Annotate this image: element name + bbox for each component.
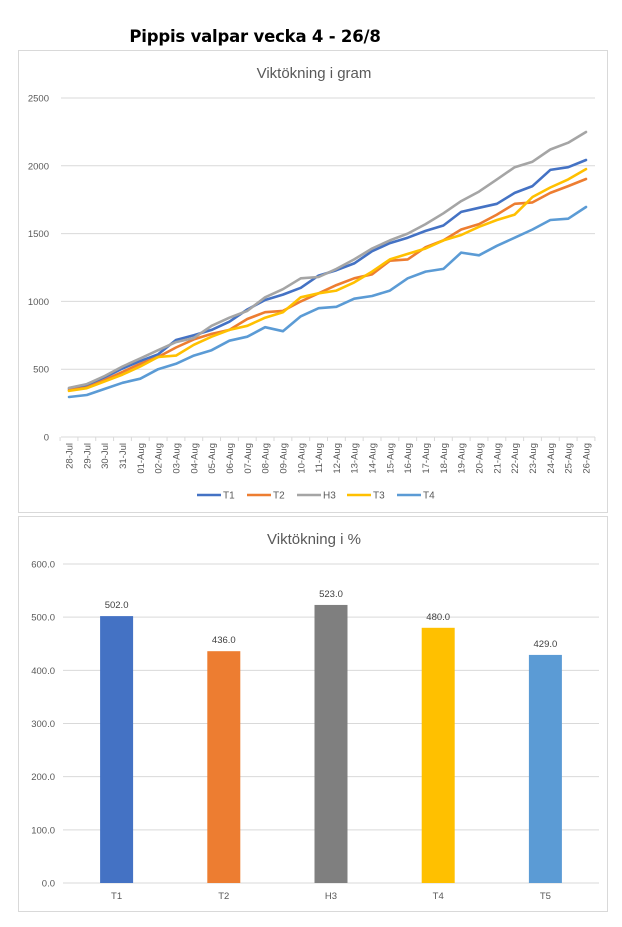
x-tick-label: 07-Aug <box>243 443 254 474</box>
y-tick-label: 600.0 <box>31 560 55 571</box>
y-tick-label: 400.0 <box>31 666 55 677</box>
x-tick-label: 24-Aug <box>546 443 557 474</box>
series-line-t4 <box>67 205 588 399</box>
page-title: Pippis valpar vecka 4 - 26/8 <box>129 27 381 46</box>
y-tick-label: 200.0 <box>31 772 55 783</box>
legend-item-h3: H3 <box>297 491 336 502</box>
x-tick-label: 13-Aug <box>350 443 361 474</box>
legend-item-t1: T1 <box>197 491 235 502</box>
bar-t5 <box>528 654 562 883</box>
x-tick-label: 15-Aug <box>385 443 396 474</box>
line-chart-weight-gain-grams: Viktökning i gram 0 500 1000 1500 2000 2500 2… <box>18 50 608 513</box>
bar-chart-title: Viktökning i % <box>267 531 361 548</box>
y-tick-label: 1000 <box>28 297 49 308</box>
series-line-h3 <box>67 130 588 390</box>
bar-t1 <box>100 616 134 883</box>
x-tick-label: 09-Aug <box>278 443 289 474</box>
bar-chart-svg: Viktökning i % 0.0 100.0 200.0 300.0 400.0 50… <box>31 531 599 902</box>
bar-data-label: 480.0 <box>426 612 450 623</box>
legend-label: T1 <box>223 491 235 502</box>
line-chart-title: Viktökning i gram <box>257 65 372 82</box>
legend-item-t2: T2 <box>247 491 285 502</box>
legend-item-t4: T4 <box>397 491 435 502</box>
y-tick-label: 500 <box>33 365 49 376</box>
y-tick-label: 2000 <box>28 161 49 172</box>
line-chart-series <box>67 130 588 399</box>
x-tick-label: 02-Aug <box>154 443 165 474</box>
x-tick-label: 01-Aug <box>136 443 147 474</box>
bar-data-label: 436.0 <box>212 635 236 646</box>
x-tick-label: 25-Aug <box>564 443 575 474</box>
line-chart-legend: T1 T2 H3 T3 T4 <box>197 491 435 502</box>
x-tick-label: T4 <box>433 891 444 902</box>
y-tick-label: 2500 <box>28 94 49 105</box>
y-tick-label: 1500 <box>28 229 49 240</box>
x-tick-label: 16-Aug <box>403 443 414 474</box>
x-tick-label: 14-Aug <box>368 443 379 474</box>
legend-label: H3 <box>323 491 336 502</box>
x-tick-label: 23-Aug <box>528 443 539 474</box>
x-tick-label: 30-Jul <box>100 443 111 469</box>
x-tick-label: 05-Aug <box>207 443 218 474</box>
line-chart-y-axis: 0 500 1000 1500 2000 2500 <box>28 94 49 444</box>
legend-label: T4 <box>423 491 435 502</box>
x-tick-label: 03-Aug <box>171 443 182 474</box>
x-tick-label: 31-Jul <box>118 443 129 469</box>
y-tick-label: 500.0 <box>31 613 55 624</box>
x-tick-label: 18-Aug <box>439 443 450 474</box>
x-tick-label: 20-Aug <box>475 443 486 474</box>
legend-label: T2 <box>273 491 285 502</box>
bar-t2 <box>207 651 241 883</box>
bar-h3 <box>314 604 348 883</box>
x-tick-label: 04-Aug <box>189 443 200 474</box>
bar-chart-x-axis: T1 T2 H3 T4 T5 <box>111 891 551 902</box>
x-tick-label: H3 <box>325 891 337 902</box>
bar-data-label: 523.0 <box>319 589 343 600</box>
bar-chart-weight-gain-percent: Viktökning i % 0.0 100.0 200.0 300.0 400.0 50… <box>18 516 608 912</box>
x-tick-label: 26-Aug <box>582 443 593 474</box>
bar-t4 <box>421 627 455 883</box>
bar-data-label: 429.0 <box>534 639 558 650</box>
x-tick-label: 28-Jul <box>65 443 76 469</box>
x-tick-label: 29-Jul <box>82 443 93 469</box>
x-tick-label: 21-Aug <box>492 443 503 474</box>
series-line-t3 <box>67 167 588 393</box>
y-tick-label: 300.0 <box>31 719 55 730</box>
x-tick-label: 12-Aug <box>332 443 343 474</box>
x-tick-label: T2 <box>218 891 229 902</box>
y-tick-label: 100.0 <box>31 825 55 836</box>
line-chart-svg: Viktökning i gram 0 500 1000 1500 2000 2500 2… <box>28 65 596 502</box>
x-tick-label: 17-Aug <box>421 443 432 474</box>
x-tick-label: T1 <box>111 891 122 902</box>
y-tick-label: 0.0 <box>42 879 55 890</box>
x-tick-label: 08-Aug <box>261 443 272 474</box>
y-tick-label: 0 <box>44 433 49 444</box>
line-chart-x-axis: 28-Jul 29-Jul 30-Jul 31-Jul 01-Aug 02-Aug 03-A… <box>59 437 596 474</box>
x-tick-label: 10-Aug <box>296 443 307 474</box>
bar-chart-bars: 502.0 436.0 523.0 480.0 429.0 <box>100 589 562 883</box>
line-chart-gridlines <box>61 97 595 438</box>
x-tick-label: 22-Aug <box>510 443 521 474</box>
x-tick-label: 11-Aug <box>314 443 325 473</box>
legend-item-t3: T3 <box>347 491 385 502</box>
bar-data-label: 502.0 <box>105 600 129 611</box>
x-tick-label: 19-Aug <box>457 443 468 474</box>
x-tick-label: T5 <box>540 891 551 902</box>
bar-chart-y-axis: 0.0 100.0 200.0 300.0 400.0 500.0 600.0 <box>31 560 55 890</box>
x-tick-label: 06-Aug <box>225 443 236 474</box>
legend-label: T3 <box>373 491 385 502</box>
